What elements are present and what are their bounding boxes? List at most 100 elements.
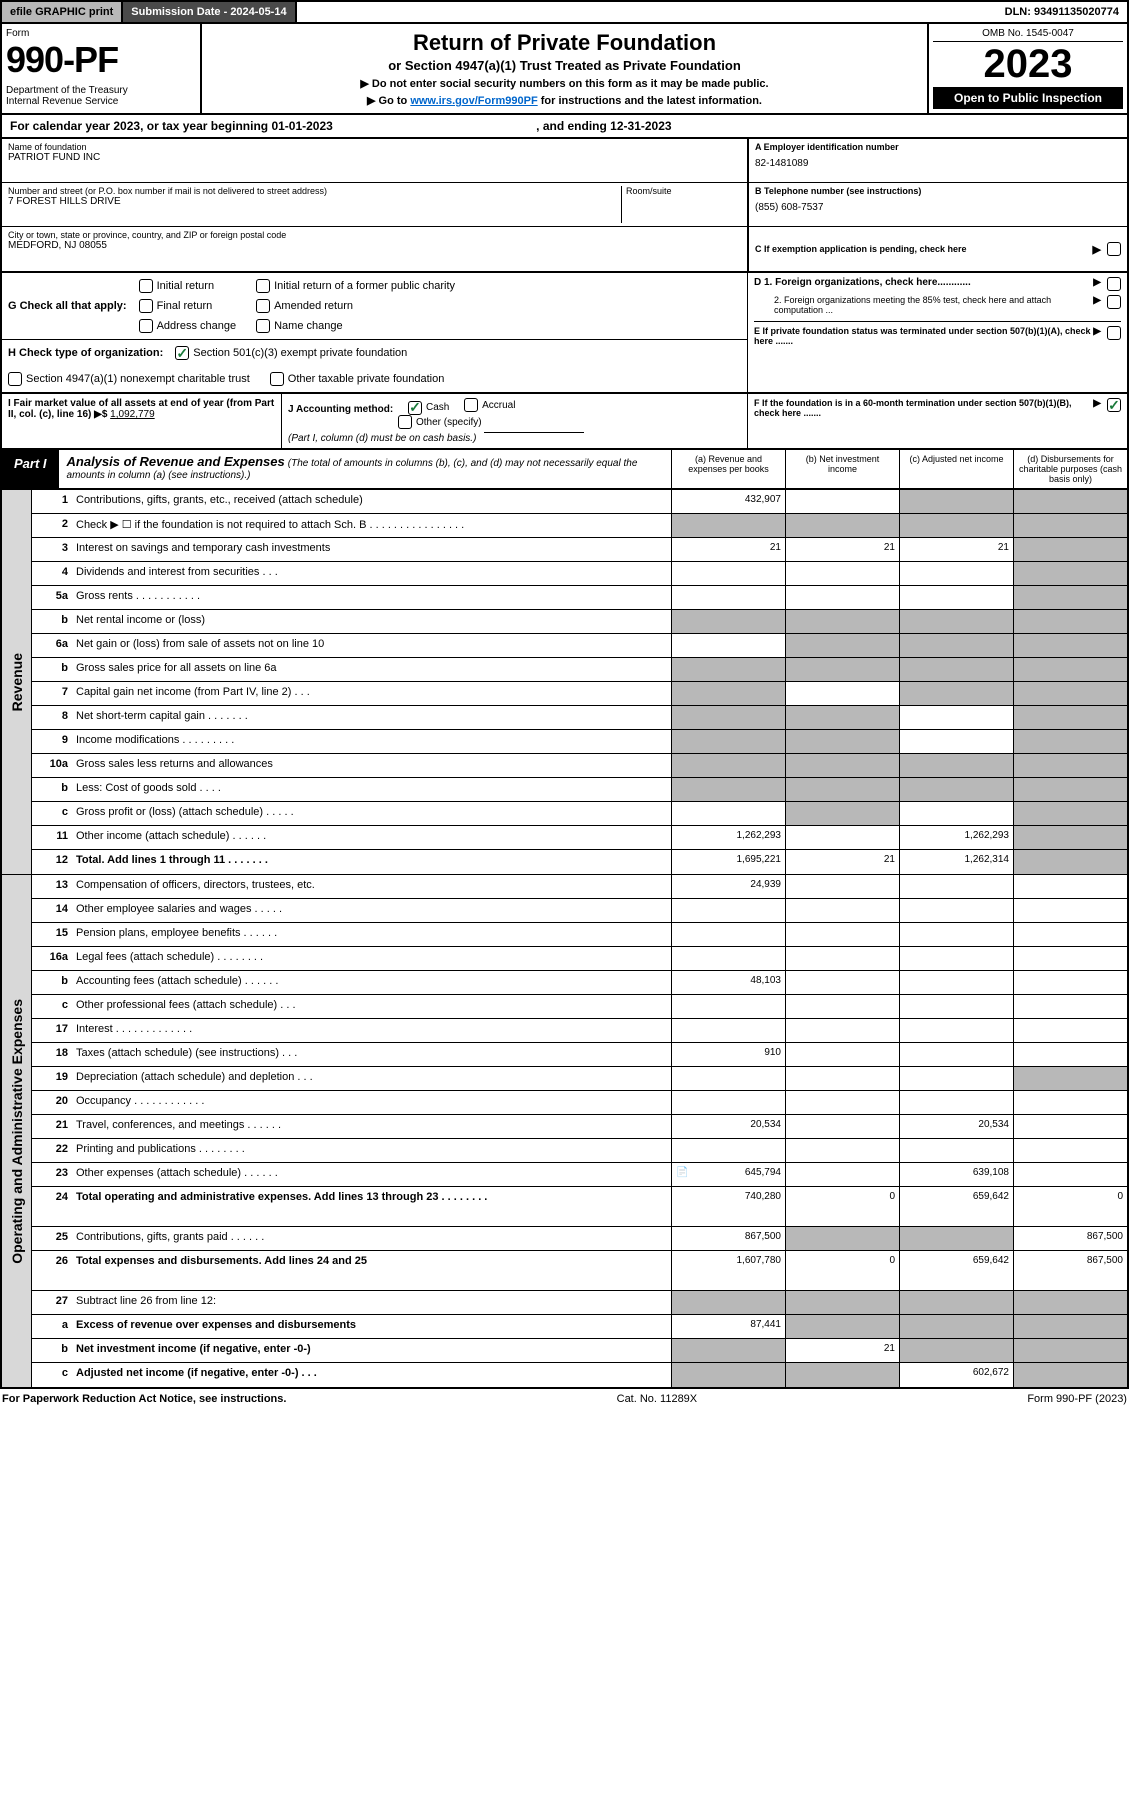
line-label: Adjusted net income (if negative, enter …: [72, 1363, 671, 1387]
table-row: 11Other income (attach schedule) . . . .…: [32, 826, 1127, 850]
cal-end: , and ending 12-31-2023: [536, 119, 671, 133]
j-other[interactable]: Other (specify): [398, 415, 482, 429]
section-i-j: I Fair market value of all assets at end…: [2, 394, 747, 448]
line-number: 17: [32, 1019, 72, 1042]
footer-center: Cat. No. 11289X: [617, 1393, 698, 1405]
line-label: Contributions, gifts, grants paid . . . …: [72, 1227, 671, 1250]
g-opt-2-label: Address change: [157, 320, 237, 332]
g-opt-2[interactable]: Address change: [139, 319, 237, 333]
cell-c: [899, 1315, 1013, 1338]
g-opt-5[interactable]: Name change: [256, 319, 455, 333]
j-accrual[interactable]: Accrual: [464, 398, 515, 412]
j-cash[interactable]: Cash: [408, 401, 449, 415]
h-opt-1[interactable]: Section 4947(a)(1) nonexempt charitable …: [8, 372, 250, 386]
g-opt-1[interactable]: Final return: [139, 299, 237, 313]
cell-c: 20,534: [899, 1115, 1013, 1138]
cell-a: [671, 658, 785, 681]
cell-c: [899, 1091, 1013, 1114]
cell-d: [1013, 947, 1127, 970]
cell-b: [785, 947, 899, 970]
g-opt-0[interactable]: Initial return: [139, 279, 237, 293]
column-headers: (a) Revenue and expenses per books (b) N…: [671, 450, 1127, 488]
line-number: 2: [32, 514, 72, 537]
cell-c: [899, 802, 1013, 825]
checkbox-icon: [398, 415, 412, 429]
cell-b: [785, 923, 899, 946]
cell-b: [785, 1163, 899, 1186]
line-label: Contributions, gifts, grants, etc., rece…: [72, 490, 671, 513]
line-number: 7: [32, 682, 72, 705]
line-label: Travel, conferences, and meetings . . . …: [72, 1115, 671, 1138]
cell-b: [785, 658, 899, 681]
cell-b: [785, 1115, 899, 1138]
col-a-hdr: (a) Revenue and expenses per books: [671, 450, 785, 488]
section-f: F If the foundation is in a 60-month ter…: [747, 394, 1127, 448]
table-row: 21Travel, conferences, and meetings . . …: [32, 1115, 1127, 1139]
line-label: Gross profit or (loss) (attach schedule)…: [72, 802, 671, 825]
line-label: Gross sales less returns and allowances: [72, 754, 671, 777]
efile-label[interactable]: efile GRAPHIC print: [2, 2, 123, 22]
cell-c: [899, 995, 1013, 1018]
cell-a: [671, 682, 785, 705]
cell-b: [785, 1067, 899, 1090]
cell-c: [899, 658, 1013, 681]
col-b-hdr: (b) Net investment income: [785, 450, 899, 488]
line-label: Less: Cost of goods sold . . . .: [72, 778, 671, 801]
cell-c: [899, 971, 1013, 994]
line-number: 24: [32, 1187, 72, 1226]
cell-c: [899, 1291, 1013, 1314]
h-row: H Check type of organization: Section 50…: [2, 340, 747, 392]
cell-d: [1013, 1363, 1127, 1387]
cell-a: [671, 995, 785, 1018]
cell-a: 87,441: [671, 1315, 785, 1338]
h-opt-0[interactable]: Section 501(c)(3) exempt private foundat…: [175, 346, 407, 360]
table-row: 22Printing and publications . . . . . . …: [32, 1139, 1127, 1163]
foundation-name-row: Name of foundation PATRIOT FUND INC: [2, 139, 747, 183]
cell-d: [1013, 610, 1127, 633]
d2-checkbox[interactable]: [1107, 295, 1121, 309]
table-row: 19Depreciation (attach schedule) and dep…: [32, 1067, 1127, 1091]
cell-b: 21: [785, 538, 899, 561]
cell-d: [1013, 682, 1127, 705]
c-checkbox[interactable]: [1107, 242, 1121, 256]
table-row: 9Income modifications . . . . . . . . .: [32, 730, 1127, 754]
d1-checkbox[interactable]: [1107, 277, 1121, 291]
line-number: 18: [32, 1043, 72, 1066]
line-number: 25: [32, 1227, 72, 1250]
g-opt-5-label: Name change: [274, 320, 343, 332]
irs-link[interactable]: www.irs.gov/Form990PF: [410, 95, 537, 107]
line-label: Depreciation (attach schedule) and deple…: [72, 1067, 671, 1090]
line-label: Other expenses (attach schedule) . . . .…: [72, 1163, 671, 1186]
h-opt-2[interactable]: Other taxable private foundation: [270, 372, 445, 386]
j-cash-label: Cash: [426, 402, 449, 413]
note2-post: for instructions and the latest informat…: [538, 95, 762, 107]
attachment-icon[interactable]: 📄: [676, 1167, 688, 1178]
line-number: 13: [32, 875, 72, 898]
f-label: F If the foundation is in a 60-month ter…: [754, 398, 1093, 418]
table-row: 6aNet gain or (loss) from sale of assets…: [32, 634, 1127, 658]
city-row: City or town, state or province, country…: [2, 227, 747, 271]
header-center: Return of Private Foundation or Section …: [202, 24, 927, 113]
table-row: 24Total operating and administrative exp…: [32, 1187, 1127, 1227]
cell-d: [1013, 1339, 1127, 1362]
cell-c: [899, 1139, 1013, 1162]
cell-b: [785, 586, 899, 609]
e-checkbox[interactable]: [1107, 326, 1121, 340]
cell-b: [785, 971, 899, 994]
cell-a: [671, 1139, 785, 1162]
footer-left: For Paperwork Reduction Act Notice, see …: [2, 1393, 286, 1405]
line-number: b: [32, 658, 72, 681]
table-row: 27Subtract line 26 from line 12:: [32, 1291, 1127, 1315]
cell-a: [671, 778, 785, 801]
city-label: City or town, state or province, country…: [8, 230, 741, 240]
cell-a: [671, 586, 785, 609]
line-number: 16a: [32, 947, 72, 970]
cell-a: [671, 1363, 785, 1387]
f-checkbox[interactable]: [1107, 398, 1121, 412]
g-opt-3[interactable]: Initial return of a former public charit…: [256, 279, 455, 293]
h-opt-0-label: Section 501(c)(3) exempt private foundat…: [193, 347, 407, 359]
ein: 82-1481089: [755, 158, 1121, 169]
cell-b: [785, 1363, 899, 1387]
line-number: 6a: [32, 634, 72, 657]
g-opt-4[interactable]: Amended return: [256, 299, 455, 313]
